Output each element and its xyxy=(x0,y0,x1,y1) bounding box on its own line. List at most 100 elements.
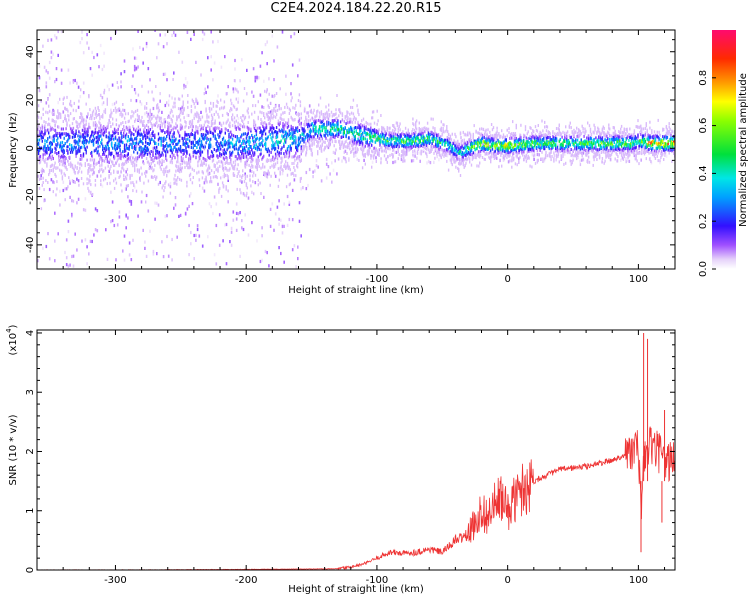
ridge-cell xyxy=(354,146,356,150)
speckle xyxy=(246,162,248,167)
speckle xyxy=(667,135,670,140)
ridge-cell xyxy=(80,113,83,117)
ridge-cell xyxy=(48,104,50,108)
ridge-cell xyxy=(102,101,105,105)
speckle xyxy=(157,42,160,46)
ridge-cell xyxy=(436,145,438,149)
ridge-cell xyxy=(155,142,157,145)
ridge-cell xyxy=(108,152,110,156)
ridge-cell xyxy=(253,146,255,149)
ridge-cell xyxy=(318,146,321,150)
ridge-cell xyxy=(160,129,162,133)
speckle xyxy=(167,114,170,118)
ridge-cell xyxy=(228,138,230,142)
ridge-cell xyxy=(160,153,162,157)
speckle xyxy=(266,251,268,255)
ridge-cell xyxy=(274,105,277,109)
ridge-cell xyxy=(195,151,197,155)
speckle xyxy=(84,208,87,212)
ridge-cell xyxy=(282,111,284,115)
ridge-cell xyxy=(83,141,86,145)
speckle xyxy=(222,149,224,153)
ridge-cell xyxy=(397,139,399,143)
speckle xyxy=(259,259,262,264)
ridge-cell xyxy=(233,144,236,148)
ridge-cell xyxy=(125,143,128,147)
ridge-cell xyxy=(161,124,163,128)
ridge-cell xyxy=(67,151,69,155)
ridge-cell xyxy=(250,156,252,160)
ridge-cell xyxy=(420,152,422,156)
ridge-cell xyxy=(224,139,226,143)
speckle xyxy=(230,230,233,234)
speckle xyxy=(218,121,221,125)
ridge-cell xyxy=(79,149,81,153)
ridge-cell xyxy=(72,131,75,135)
ridge-cell xyxy=(93,131,96,135)
ridge-cell xyxy=(363,131,366,135)
ridge-cell xyxy=(81,116,84,120)
ridge-cell xyxy=(297,136,300,140)
ridge-cell xyxy=(338,140,340,144)
ridge-cell xyxy=(130,181,132,185)
ridge-cell xyxy=(129,142,131,146)
ridge-cell xyxy=(193,135,195,139)
ridge-cell xyxy=(51,163,53,167)
speckle xyxy=(99,132,102,136)
ridge-cell xyxy=(186,164,188,167)
ridge-cell xyxy=(453,147,455,150)
speckle xyxy=(592,155,595,159)
ridge-cell xyxy=(101,163,103,167)
ridge-cell xyxy=(399,122,401,126)
speckle xyxy=(269,224,272,228)
ridge-cell xyxy=(51,150,53,154)
ridge-cell xyxy=(417,148,420,151)
ridge-cell xyxy=(249,144,251,148)
ridge-cell xyxy=(256,158,258,162)
ridge-cell xyxy=(448,141,451,145)
speckle xyxy=(98,160,100,164)
ridge-cell xyxy=(91,150,93,154)
speckle xyxy=(235,211,238,215)
ridge-cell xyxy=(41,130,43,134)
ridge-cell xyxy=(89,179,91,183)
ridge-cell xyxy=(421,136,423,140)
ridge-cell xyxy=(242,152,245,156)
ridge-cell xyxy=(249,136,251,140)
ridge-cell xyxy=(212,134,215,138)
ridge-cell xyxy=(419,144,421,148)
ridge-cell xyxy=(102,148,104,152)
page-title: C2E4.2024.184.22.20.R15 xyxy=(270,1,442,16)
ridge-cell xyxy=(306,118,308,122)
ridge-cell xyxy=(222,152,225,155)
ridge-cell xyxy=(396,133,399,137)
ridge-cell xyxy=(434,132,436,136)
ridge-cell xyxy=(170,128,172,132)
ridge-cell xyxy=(54,146,56,150)
ridge-cell xyxy=(331,114,334,118)
ridge-cell xyxy=(341,141,344,145)
ridge-cell xyxy=(189,125,192,129)
ridge-cell xyxy=(95,122,97,126)
ridge-cell xyxy=(355,143,357,147)
ridge-cell xyxy=(436,142,439,146)
ridge-cell xyxy=(294,135,296,138)
ridge-cell xyxy=(447,147,450,151)
ridge-cell xyxy=(337,121,339,125)
ridge-cell xyxy=(456,147,458,151)
speckle xyxy=(536,152,539,157)
ridge-cell xyxy=(179,145,182,148)
ridge-cell xyxy=(296,126,299,130)
ridge-cell xyxy=(70,130,73,134)
speckle xyxy=(237,116,240,121)
speckle xyxy=(167,170,170,174)
ridge-cell xyxy=(307,114,310,118)
ridge-cell xyxy=(396,124,399,127)
speckle xyxy=(611,140,614,144)
ridge-cell xyxy=(315,125,317,129)
ridge-cell xyxy=(412,128,414,131)
speckle xyxy=(422,147,425,151)
ridge-cell xyxy=(72,199,75,203)
ridge-cell xyxy=(95,162,97,166)
ridge-cell xyxy=(113,164,115,167)
